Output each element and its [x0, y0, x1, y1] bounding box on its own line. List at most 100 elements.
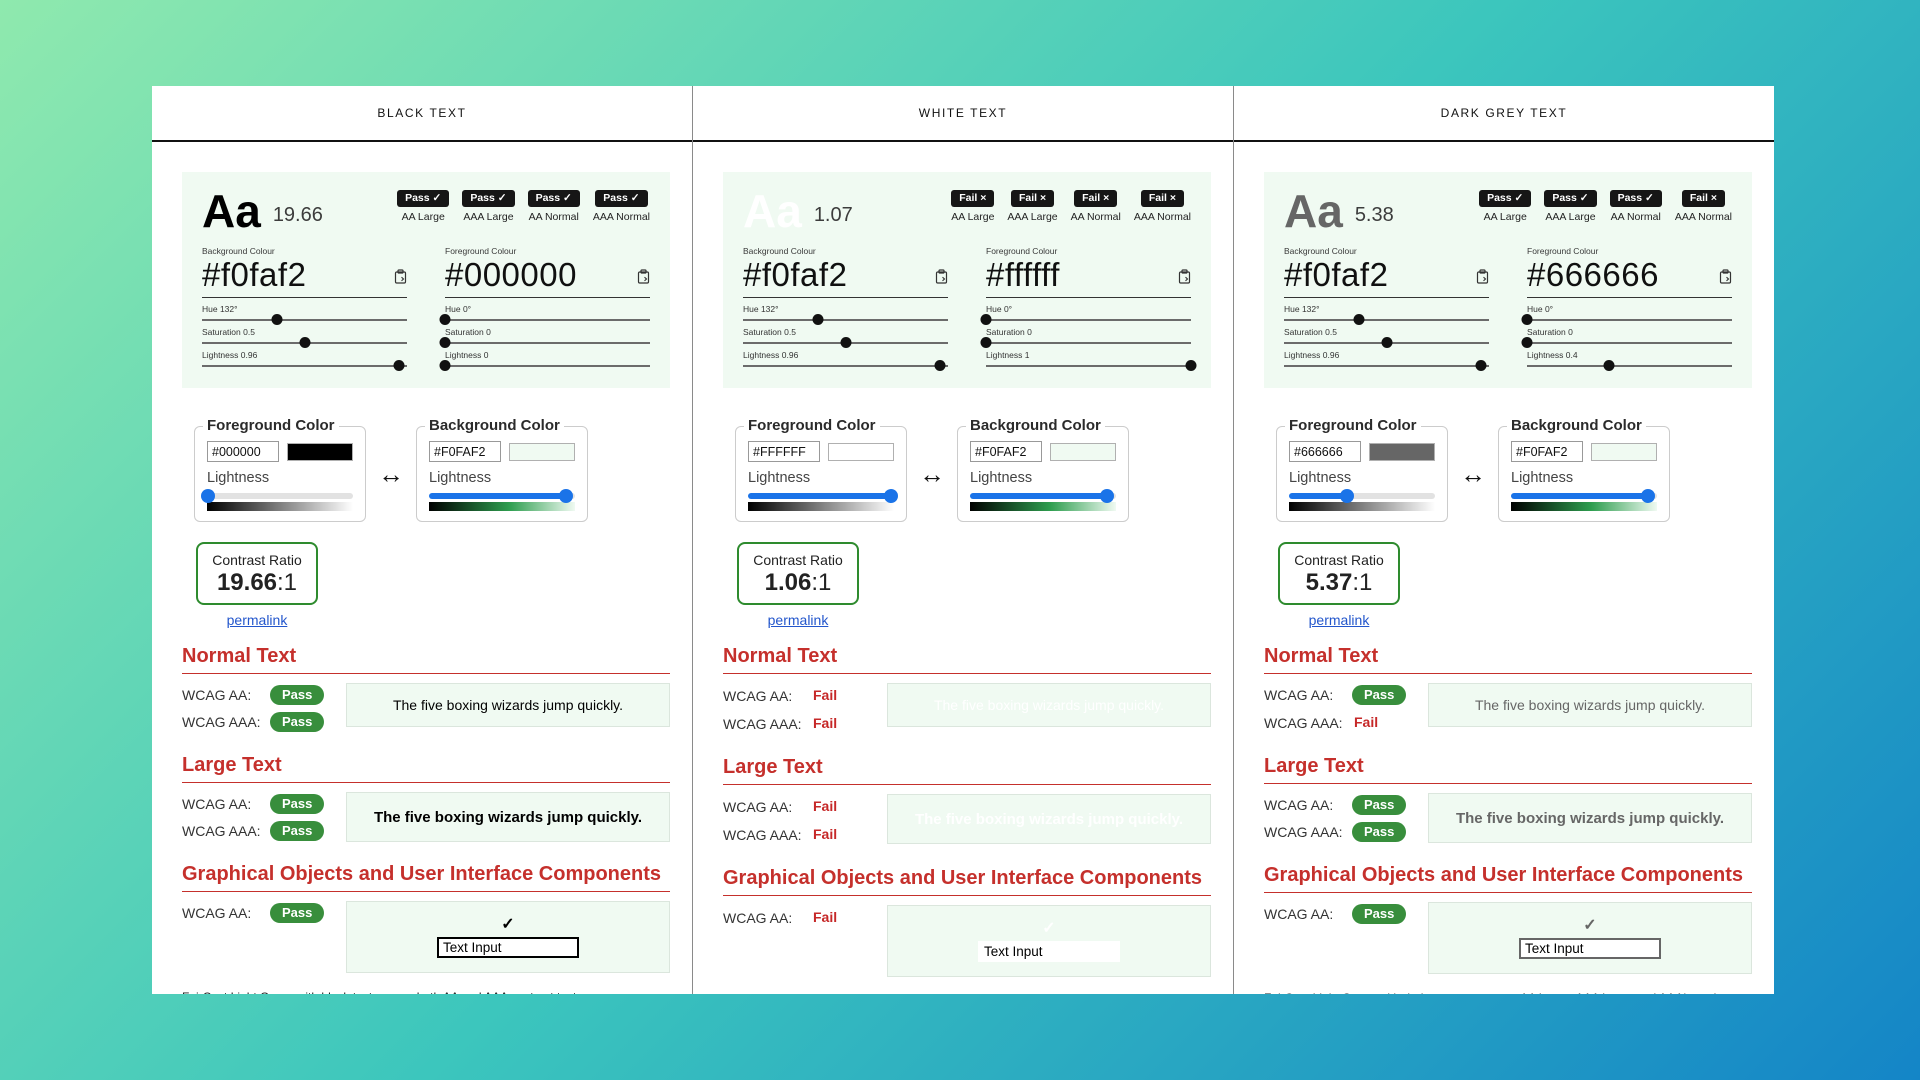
badge-status: Fail × [951, 190, 995, 207]
saturation-slider[interactable] [202, 337, 407, 349]
slider-thumb[interactable] [980, 314, 992, 326]
background-colour-group: Background Colour #f0faf2 Hue 132° Satur… [202, 246, 407, 372]
foreground-lightness-slider[interactable] [1289, 489, 1435, 504]
slider-thumb[interactable] [1100, 489, 1115, 504]
permalink-link[interactable]: permalink [767, 612, 829, 629]
saturation-slider[interactable] [1284, 337, 1489, 349]
wcag-aa-label: WCAG AA: [182, 687, 252, 704]
background-hex-input[interactable] [1511, 441, 1583, 463]
background-lightness-slider[interactable] [429, 489, 575, 504]
slider-thumb[interactable] [934, 360, 946, 372]
slider-thumb[interactable] [884, 489, 899, 504]
wcag-aa-status: Pass [1352, 685, 1407, 706]
foreground-lightness-slider[interactable] [201, 489, 353, 504]
copy-icon[interactable] [637, 269, 650, 293]
lightness-label: Lightness [970, 470, 1033, 487]
slider-thumb[interactable] [1381, 337, 1392, 349]
background-lightness-slider[interactable] [970, 489, 1116, 504]
slider-thumb[interactable] [1340, 489, 1355, 504]
slider-thumb[interactable] [1521, 337, 1533, 349]
hue-slider[interactable] [202, 314, 407, 326]
copy-icon[interactable] [935, 269, 948, 293]
sample-text-box: The five boxing wizards jump quickly. [1428, 793, 1752, 844]
hue-slider[interactable] [1284, 314, 1489, 326]
slider-thumb[interactable] [1353, 314, 1365, 326]
lightness-slider[interactable] [986, 360, 1197, 372]
foreground-hex-input[interactable] [748, 441, 820, 463]
slider-thumb[interactable] [1641, 489, 1656, 504]
background-colour-label: Background Colour [1284, 246, 1357, 256]
contrast-ratio-box: Contrast Ratio 5.37:1 [1278, 542, 1400, 606]
saturation-slider[interactable] [980, 337, 1191, 349]
background-hex-input[interactable] [970, 441, 1042, 463]
background-lightness-slider[interactable] [1511, 489, 1657, 504]
permalink-link[interactable]: permalink [226, 612, 288, 629]
foreground-colour-label: Foreground Colour [445, 246, 517, 256]
demo-text-input[interactable] [978, 940, 1120, 962]
hue-slider[interactable] [439, 314, 650, 326]
column-black-text: BLACK TEXT Aa 19.66 Pass ✓ AA Large [152, 86, 692, 994]
lightness-slider[interactable] [1527, 360, 1732, 372]
demo-text-input[interactable] [1519, 937, 1661, 959]
slider-thumb[interactable] [1475, 360, 1487, 372]
copy-icon[interactable] [394, 269, 407, 293]
background-picker: Background Color Lightness [1498, 417, 1670, 523]
hue-slider[interactable] [1521, 314, 1732, 326]
lightness-slider[interactable] [439, 360, 650, 372]
slider-thumb[interactable] [980, 337, 992, 349]
wcag-aaa-status: Fail [1354, 714, 1379, 731]
slider-thumb[interactable] [271, 314, 283, 326]
background-colour-label: Background Colour [743, 246, 816, 256]
hue-slider[interactable] [980, 314, 1191, 326]
badge-status: Pass ✓ [397, 190, 450, 207]
saturation-slider-row: Saturation 0.5 [202, 327, 407, 349]
saturation-label: Saturation 0 [1527, 327, 1573, 338]
saturation-slider[interactable] [439, 337, 650, 349]
lightness-ramp [207, 502, 353, 512]
demo-text-input[interactable] [437, 936, 579, 958]
column-header: DARK GREY TEXT [1234, 86, 1774, 142]
slider-thumb[interactable] [201, 489, 216, 504]
saturation-label: Saturation 0.5 [743, 327, 796, 338]
copy-icon[interactable] [1476, 269, 1489, 293]
copy-icon[interactable] [1719, 269, 1732, 293]
slider-thumb[interactable] [439, 337, 451, 349]
saturation-slider[interactable] [743, 337, 948, 349]
lightness-slider[interactable] [1284, 360, 1489, 372]
copy-icon[interactable] [1178, 269, 1191, 293]
permalink-link[interactable]: permalink [1308, 612, 1370, 629]
background-hex-input[interactable] [429, 441, 501, 463]
foreground-colour-group: Foreground Colour #000000 Hue 0° Saturat… [439, 246, 650, 372]
slider-thumb[interactable] [1185, 360, 1197, 372]
preview-ratio: 19.66 [272, 203, 323, 226]
slider-thumb[interactable] [393, 360, 405, 372]
wcag-aaa-label: WCAG AAA: [1264, 714, 1343, 731]
lightness-slider[interactable] [202, 360, 407, 372]
wcag-aa-label: WCAG AA: [182, 796, 252, 813]
slider-thumb[interactable] [439, 314, 451, 326]
badge-status: Pass ✓ [595, 190, 648, 207]
lightness-label: Lightness 0.4 [1527, 350, 1578, 361]
slider-thumb[interactable] [1603, 360, 1615, 372]
foreground-lightness-slider[interactable] [748, 489, 899, 504]
foreground-hex-input[interactable] [207, 441, 279, 463]
slider-thumb[interactable] [812, 314, 824, 326]
slider-thumb[interactable] [840, 337, 851, 349]
hue-slider[interactable] [743, 314, 948, 326]
badge-label: AAA Normal [592, 211, 650, 223]
slider-thumb[interactable] [1521, 314, 1533, 326]
slider-thumb[interactable] [559, 489, 574, 504]
badge-status: Pass ✓ [1544, 190, 1597, 207]
foreground-hex-input[interactable] [1289, 441, 1361, 463]
sample-text: The five boxing wizards jump quickly. [1474, 697, 1706, 714]
saturation-slider[interactable] [1521, 337, 1732, 349]
slider-thumb[interactable] [299, 337, 310, 349]
wcag-aaa-label: WCAG AAA: [182, 714, 261, 731]
section-title: Normal Text [1264, 645, 1752, 675]
lightness-slider[interactable] [743, 360, 948, 372]
slider-thumb[interactable] [439, 360, 451, 372]
lightness-label: Lightness [429, 470, 492, 487]
hue-slider-row: Hue 132° [1284, 304, 1489, 326]
badge-label: AAA Large [1007, 211, 1058, 223]
foreground-swatch [287, 442, 353, 461]
